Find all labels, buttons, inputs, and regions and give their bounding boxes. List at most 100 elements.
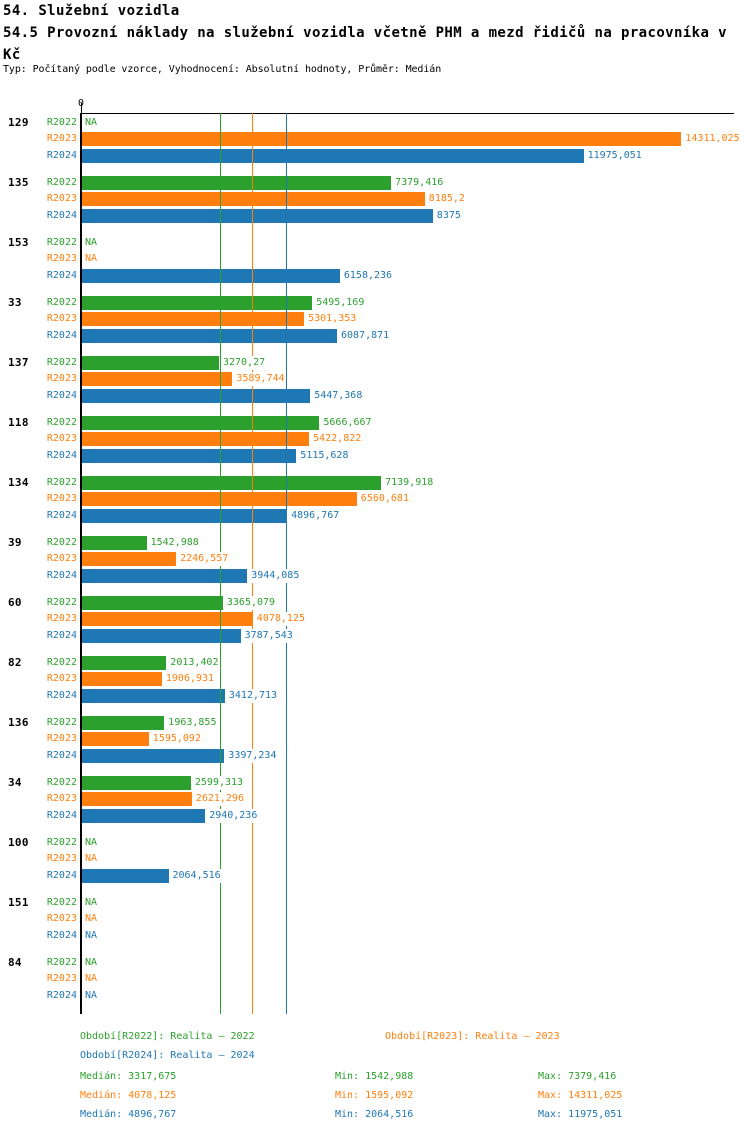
bar-row: R2023 1595,092 <box>0 731 750 747</box>
bar-r2023 <box>82 372 233 387</box>
bar-group-60: 60 R2022 3365,079 R2023 4078,125 R2024 3787,54… <box>0 595 750 644</box>
series-label: R2024 <box>46 929 77 941</box>
bar-na-label: NA <box>85 852 99 867</box>
bar-r2022 <box>82 415 320 430</box>
bar-na-label: NA <box>85 988 99 1003</box>
series-label: R2023 <box>46 673 77 685</box>
series-label: R2024 <box>46 209 77 221</box>
bar-group-34: 34 R2022 2599,313 R2023 2621,296 R2024 2940,23… <box>0 775 750 824</box>
series-label: R2024 <box>46 449 77 461</box>
bar-value-label: 5301,353 <box>308 312 358 327</box>
bar-value-label: 3397,234 <box>228 748 278 763</box>
bar-r2024 <box>82 868 169 883</box>
median-line-r2023 <box>251 113 253 1014</box>
bar-value-label: 1595,092 <box>152 732 202 747</box>
bar-r2023 <box>82 612 253 627</box>
group-label: 84 <box>8 955 22 969</box>
series-label: R2022 <box>46 356 77 368</box>
series-label: R2024 <box>46 269 77 281</box>
series-label: R2023 <box>46 313 77 325</box>
group-label: 151 <box>8 895 29 909</box>
bar-row: 136 R2022 1963,855 <box>0 715 750 731</box>
bar-row: R2023 14311,025 <box>0 131 750 147</box>
bar-value-label: 2940,236 <box>209 808 259 823</box>
series-label: R2022 <box>46 896 77 908</box>
bar-na-label: NA <box>85 235 99 250</box>
bar-value-label: 6560,681 <box>360 492 410 507</box>
bar-group-84: 84 R2022 NA R2023 NA R2024 NA <box>0 955 750 1004</box>
bar-value-label: 7139,918 <box>385 475 435 490</box>
legend-period-r2024: Období[R2024]: Realita – 2024 <box>80 1050 255 1061</box>
bar-r2022 <box>82 355 219 370</box>
series-label: R2024 <box>46 809 77 821</box>
bar-row: 153 R2022 NA <box>0 235 750 251</box>
bar-row: R2023 4078,125 <box>0 611 750 627</box>
bar-row: R2024 6087,871 <box>0 328 750 344</box>
bar-r2023 <box>82 672 162 687</box>
bar-group-33: 33 R2022 5495,169 R2023 5301,353 R2024 6087,87… <box>0 295 750 344</box>
bar-row: R2023 NA <box>0 911 750 927</box>
bar-row: R2024 3412,713 <box>0 688 750 704</box>
bar-row: R2023 8185,2 <box>0 191 750 207</box>
bar-r2022 <box>82 535 147 550</box>
bar-na-label: NA <box>85 116 99 130</box>
series-label: R2024 <box>46 569 77 581</box>
bar-group-137: 137 R2022 3270,27 R2023 3589,744 R2024 5447,36… <box>0 355 750 404</box>
bar-value-label: 11975,051 <box>587 148 643 163</box>
bar-group-134: 134 R2022 7139,918 R2023 6560,681 R2024 4896,7… <box>0 475 750 524</box>
bar-row: 135 R2022 7379,416 <box>0 175 750 191</box>
bar-value-label: 5447,368 <box>314 388 364 403</box>
bar-value-label: 1906,931 <box>165 672 216 687</box>
series-label: R2023 <box>46 373 77 385</box>
legend-min-r2023: Min: 1595,092 <box>335 1090 414 1101</box>
group-label: 129 <box>8 116 29 129</box>
bar-value-label: 3412,713 <box>228 688 279 703</box>
bar-group-136: 136 R2022 1963,855 R2023 1595,092 R2024 3397,2… <box>0 715 750 764</box>
bar-value-label: 1542,988 <box>150 535 200 550</box>
bar-value-label: 3944,085 <box>251 568 301 583</box>
bar-row: R2024 3397,234 <box>0 748 750 764</box>
bar-row: 137 R2022 3270,27 <box>0 355 750 371</box>
bar-group-100: 100 R2022 NA R2023 NA R2024 2064,516 <box>0 835 750 884</box>
bar-r2023 <box>82 792 192 807</box>
group-label: 100 <box>8 835 29 849</box>
bar-r2023 <box>82 732 149 747</box>
bar-r2024 <box>82 148 584 163</box>
bar-value-label: 2013,402 <box>170 655 220 670</box>
bar-r2022 <box>82 295 313 310</box>
legend-min-r2024: Min: 2064,516 <box>335 1109 414 1120</box>
bar-value-label: 7379,416 <box>395 175 445 190</box>
bar-value-label: 5422,822 <box>313 432 363 447</box>
bar-value-label: 5115,628 <box>300 448 350 463</box>
bar-r2024 <box>82 628 241 643</box>
bar-row: R2024 4896,767 <box>0 508 750 524</box>
series-label: R2024 <box>46 869 77 881</box>
bar-r2023 <box>82 312 305 327</box>
bar-row: R2024 2064,516 <box>0 868 750 884</box>
bar-r2023 <box>82 192 425 207</box>
group-label: 33 <box>8 295 22 309</box>
bar-r2024 <box>82 568 248 583</box>
bar-na-label: NA <box>85 955 99 970</box>
bar-r2024 <box>82 268 340 283</box>
bar-groups: 129 R2022 NA R2023 14311,025 R2024 11975,051 13… <box>0 115 750 1015</box>
bar-value-label: 8375 <box>436 208 462 223</box>
bar-row: R2024 5115,628 <box>0 448 750 464</box>
bar-row: R2024 2940,236 <box>0 808 750 824</box>
legend-median-r2023: Medián: 4078,125 <box>80 1090 177 1101</box>
legend-period-r2023: Období[R2023]: Realita – 2023 <box>385 1031 560 1042</box>
legend-min-r2022: Min: 1542,988 <box>335 1071 414 1082</box>
report-title: 54. Služební vozidla <box>3 3 180 19</box>
group-label: 82 <box>8 655 22 669</box>
group-label: 118 <box>8 415 29 429</box>
legend-median-r2022: Medián: 3317,675 <box>80 1071 177 1082</box>
bar-na-label: NA <box>85 972 99 987</box>
chart-meta: Typ: Počítaný podle vzorce, Vyhodnocení:… <box>3 64 442 75</box>
bar-r2022 <box>82 175 392 190</box>
bar-value-label: 2246,557 <box>180 552 230 567</box>
bar-r2023 <box>82 552 177 567</box>
series-label: R2024 <box>46 509 77 521</box>
group-label: 60 <box>8 595 22 609</box>
bar-row: 34 R2022 2599,313 <box>0 775 750 791</box>
